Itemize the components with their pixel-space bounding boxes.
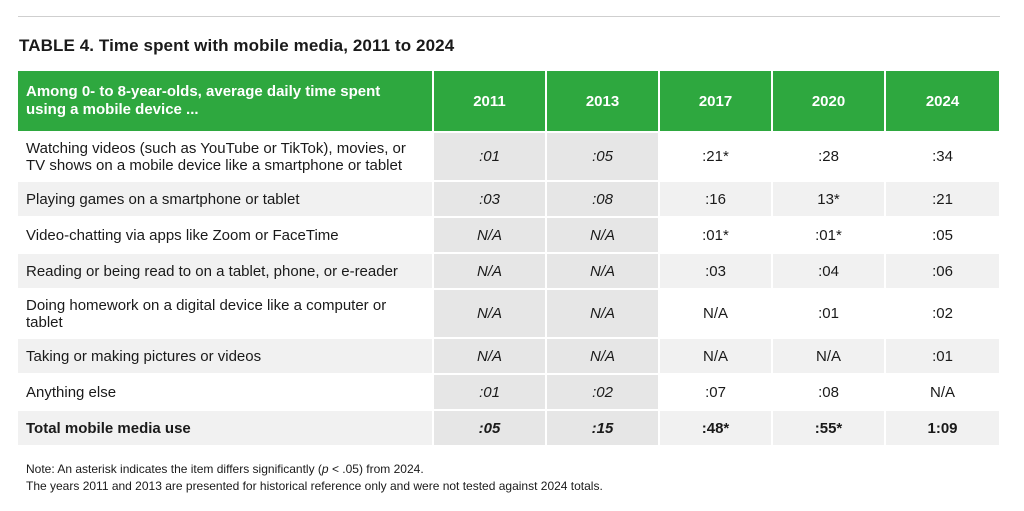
table-row: Doing homework on a digital device like …: [18, 288, 999, 337]
row-label: Taking or making pictures or videos: [18, 337, 434, 373]
cell-2024: :05: [886, 216, 999, 252]
cell-2024: :21: [886, 180, 999, 216]
table-row: Anything else :01 :02 :07 :08 N/A: [18, 373, 999, 409]
cell-2024: 1:09: [886, 409, 999, 445]
cell-2024: :02: [886, 288, 999, 337]
top-divider: [18, 16, 1000, 17]
cell-2020: :01*: [773, 216, 886, 252]
cell-2011: :03: [434, 180, 547, 216]
header-year-2017: 2017: [660, 71, 773, 131]
table-row: Taking or making pictures or videos N/A …: [18, 337, 999, 373]
cell-2013: N/A: [547, 288, 660, 337]
header-label: Among 0- to 8-year-olds, average daily t…: [18, 71, 434, 131]
cell-2013: N/A: [547, 337, 660, 373]
cell-2020: :08: [773, 373, 886, 409]
note-suffix: < .05) from 2024.: [328, 462, 424, 476]
cell-2013: :02: [547, 373, 660, 409]
cell-2017: :03: [660, 252, 773, 288]
cell-2011: :01: [434, 131, 547, 180]
row-label: Watching videos (such as YouTube or TikT…: [18, 131, 434, 180]
cell-2017: :21*: [660, 131, 773, 180]
cell-2020: :28: [773, 131, 886, 180]
row-label: Reading or being read to on a tablet, ph…: [18, 252, 434, 288]
cell-2013: :08: [547, 180, 660, 216]
note-line-2: The years 2011 and 2013 are presented fo…: [26, 479, 603, 493]
header-year-2013: 2013: [547, 71, 660, 131]
data-table: Among 0- to 8-year-olds, average daily t…: [18, 71, 999, 445]
table-note: Note: An asterisk indicates the item dif…: [26, 461, 603, 495]
table-row: Playing games on a smartphone or tablet …: [18, 180, 999, 216]
cell-2017: N/A: [660, 337, 773, 373]
cell-2020: :55*: [773, 409, 886, 445]
note-prefix: Note: An asterisk indicates the item dif…: [26, 462, 322, 476]
cell-2024: :34: [886, 131, 999, 180]
cell-2020: N/A: [773, 337, 886, 373]
cell-2011: N/A: [434, 288, 547, 337]
cell-2024: :01: [886, 337, 999, 373]
header-year-2011: 2011: [434, 71, 547, 131]
total-row: Total mobile media use :05 :15 :48* :55*…: [18, 409, 999, 445]
header-year-2020: 2020: [773, 71, 886, 131]
row-label: Doing homework on a digital device like …: [18, 288, 434, 337]
table-row: Reading or being read to on a tablet, ph…: [18, 252, 999, 288]
cell-2017: N/A: [660, 288, 773, 337]
table-row: Video-chatting via apps like Zoom or Fac…: [18, 216, 999, 252]
note-p-value: p: [321, 462, 329, 476]
row-label: Anything else: [18, 373, 434, 409]
cell-2020: :01: [773, 288, 886, 337]
header-year-2024: 2024: [886, 71, 999, 131]
cell-2017: :01*: [660, 216, 773, 252]
cell-2017: :48*: [660, 409, 773, 445]
table-row: Watching videos (such as YouTube or TikT…: [18, 131, 999, 180]
cell-2011: N/A: [434, 337, 547, 373]
cell-2011: N/A: [434, 216, 547, 252]
cell-2011: :01: [434, 373, 547, 409]
row-label: Playing games on a smartphone or tablet: [18, 180, 434, 216]
cell-2011: :05: [434, 409, 547, 445]
cell-2024: :06: [886, 252, 999, 288]
cell-2013: :15: [547, 409, 660, 445]
note-line-1: Note: An asterisk indicates the item dif…: [26, 461, 603, 478]
header-row: Among 0- to 8-year-olds, average daily t…: [18, 71, 999, 131]
cell-2013: N/A: [547, 252, 660, 288]
cell-2013: N/A: [547, 216, 660, 252]
cell-2017: :07: [660, 373, 773, 409]
cell-2024: N/A: [886, 373, 999, 409]
table-title: TABLE 4. Time spent with mobile media, 2…: [19, 36, 455, 55]
row-label: Total mobile media use: [18, 409, 434, 445]
row-label: Video-chatting via apps like Zoom or Fac…: [18, 216, 434, 252]
cell-2011: N/A: [434, 252, 547, 288]
cell-2013: :05: [547, 131, 660, 180]
cell-2017: :16: [660, 180, 773, 216]
cell-2020: 13*: [773, 180, 886, 216]
cell-2020: :04: [773, 252, 886, 288]
